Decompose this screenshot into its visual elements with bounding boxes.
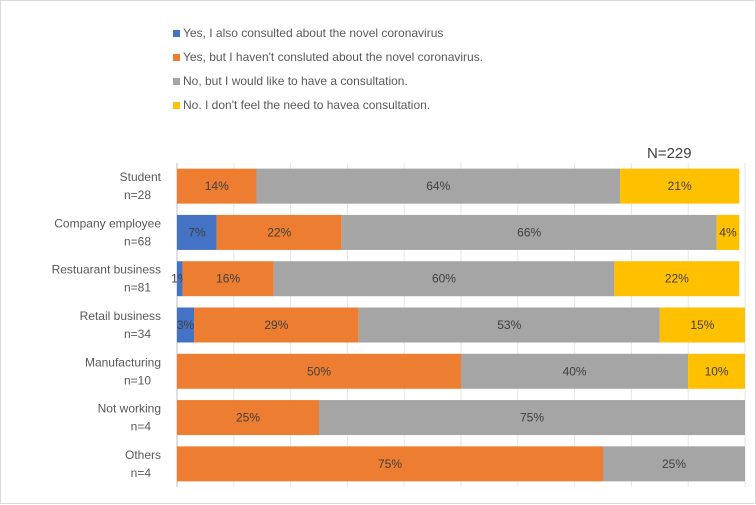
- legend-swatch: [173, 102, 180, 109]
- category-label: Others: [125, 448, 161, 462]
- bar-segment: [177, 168, 257, 204]
- category-label: Company employee: [54, 216, 161, 230]
- data-label: 14%: [205, 179, 229, 193]
- category-count-label: n=68: [124, 234, 151, 248]
- legend-label: No. I don't feel the need to havea consu…: [183, 98, 430, 112]
- category-count-label: n=34: [124, 327, 151, 341]
- data-label: 53%: [497, 318, 521, 332]
- data-label: 10%: [705, 364, 729, 378]
- bar-segment: [177, 261, 183, 297]
- data-label: 21%: [668, 179, 692, 193]
- bar-segment: [659, 307, 745, 343]
- data-label: 64%: [426, 179, 450, 193]
- bar-segment: [177, 446, 603, 482]
- data-label: 7%: [188, 225, 206, 239]
- legend-label: Yes, I also consulted about the novel co…: [183, 26, 443, 40]
- category-count-label: n=4: [131, 466, 152, 480]
- bar-segment: [177, 307, 195, 343]
- legend-label: Yes, but I haven't consluted about the n…: [183, 50, 483, 64]
- data-label: 50%: [307, 364, 331, 378]
- data-label: 75%: [378, 457, 402, 471]
- bar-segment: [177, 214, 217, 250]
- bar-segment: [194, 307, 359, 343]
- bar-segment: [716, 214, 740, 250]
- category-count-label: n=81: [124, 281, 151, 295]
- category-count-label: n=28: [124, 188, 151, 202]
- bar-segment: [216, 214, 342, 250]
- category-label: Not working: [98, 402, 161, 416]
- category-label: Manufacturing: [85, 355, 161, 369]
- sample-size-annotation: N=229: [647, 145, 692, 162]
- data-label: 4%: [719, 225, 737, 239]
- bar-segment: [319, 400, 745, 436]
- legend-swatch: [173, 78, 180, 85]
- bar-segment: [603, 446, 745, 482]
- category-count-label: n=10: [124, 373, 151, 387]
- data-label: 29%: [264, 318, 288, 332]
- category-label: Student: [120, 170, 162, 184]
- data-label: 25%: [236, 411, 260, 425]
- legend-swatch: [173, 30, 180, 37]
- bar-segment: [177, 353, 461, 389]
- bar-segment: [341, 214, 717, 250]
- data-label: 22%: [665, 272, 689, 286]
- category-count-label: n=4: [131, 420, 152, 434]
- bar-segment: [182, 261, 274, 297]
- bar-segment: [614, 261, 740, 297]
- data-label: 22%: [267, 225, 291, 239]
- bar-segment: [273, 261, 615, 297]
- data-label: 60%: [432, 272, 456, 286]
- bar-segment: [461, 353, 689, 389]
- bar-segment: [688, 353, 745, 389]
- category-label: Restuarant business: [52, 263, 161, 277]
- bar-segment: [358, 307, 660, 343]
- data-label: 66%: [517, 225, 541, 239]
- data-label: 75%: [520, 411, 544, 425]
- legend-swatch: [173, 54, 180, 61]
- data-label: 25%: [662, 457, 686, 471]
- data-label: 40%: [563, 364, 587, 378]
- data-label: 3%: [177, 318, 195, 332]
- data-label: 16%: [216, 272, 240, 286]
- legend-label: No, but I would like to have a consultat…: [183, 74, 408, 88]
- data-label: 15%: [690, 318, 714, 332]
- category-label: Retail business: [80, 309, 161, 323]
- bar-segment: [620, 168, 740, 204]
- bar-segment: [177, 400, 319, 436]
- bar-segment: [256, 168, 621, 204]
